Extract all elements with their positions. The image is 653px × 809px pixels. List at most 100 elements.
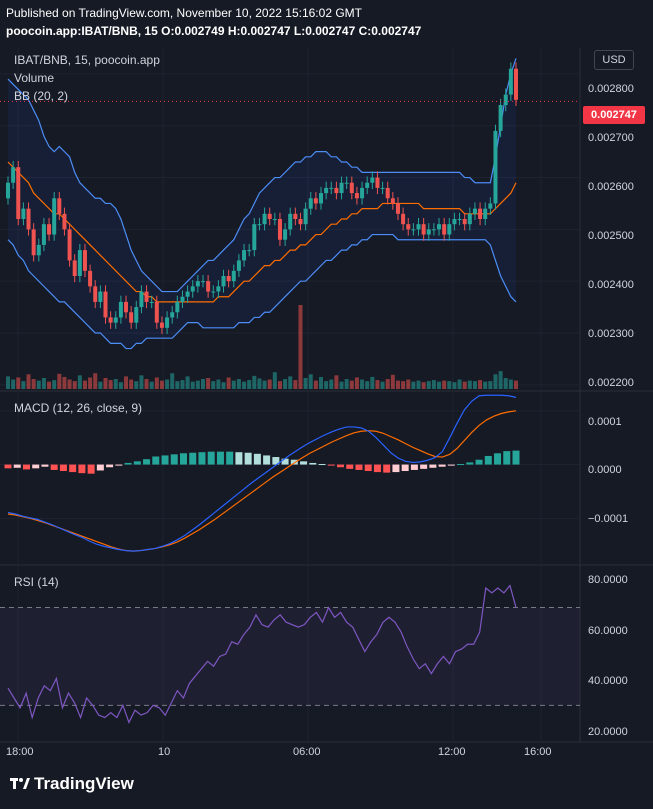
macd-histogram-bar <box>494 453 502 465</box>
rsi-legend[interactable]: RSI (14) <box>14 575 59 589</box>
candle-body <box>139 291 144 308</box>
candle-body <box>82 250 87 271</box>
macd-histogram-bar <box>355 464 363 470</box>
volume-bar <box>488 381 493 389</box>
candle-body <box>390 198 395 204</box>
macd-pane <box>0 392 580 564</box>
candle-body <box>447 224 452 235</box>
volume-bar <box>47 381 52 389</box>
candle-body <box>277 219 282 240</box>
candle-body <box>313 198 318 204</box>
price-tick-label: 0.002400 <box>588 279 634 291</box>
macd-histogram-bar <box>281 458 289 465</box>
candle-body <box>11 167 16 183</box>
volume-bar <box>395 380 400 389</box>
volume-bar <box>257 378 262 389</box>
macd-histogram-bar <box>161 455 169 465</box>
candle-body <box>190 286 195 292</box>
candle-body <box>129 312 134 323</box>
volume-bar <box>288 376 293 389</box>
macd-histogram-bar <box>179 453 187 465</box>
volume-bar <box>159 380 164 389</box>
macd-line <box>7 394 517 552</box>
candle-body <box>375 177 380 188</box>
macd-histogram-bar <box>263 455 271 465</box>
candle-body <box>365 182 370 188</box>
candle-body <box>508 68 513 95</box>
macd-histogram-bar <box>484 455 492 465</box>
macd-histogram-bar <box>420 464 428 469</box>
volume-bar <box>108 380 113 389</box>
macd-histogram-bar <box>410 464 418 470</box>
candle-body <box>462 219 467 225</box>
price-tick-label: 0.002600 <box>588 181 634 193</box>
volume-bar <box>298 305 303 389</box>
candle-body <box>472 208 477 214</box>
bb-legend[interactable]: BB (20, 2) <box>14 89 69 103</box>
candle-body <box>242 250 247 261</box>
candle-body <box>329 187 334 189</box>
volume-bar <box>98 381 103 389</box>
macd-histogram-bar <box>475 459 483 465</box>
volume-bar <box>170 373 175 389</box>
candle-body <box>503 94 508 105</box>
macd-legend[interactable]: MACD (12, 26, close, 9) <box>14 401 143 415</box>
macd-histogram-bar <box>198 452 206 465</box>
currency-button[interactable]: USD <box>594 50 634 70</box>
volume-bar <box>144 379 149 389</box>
volume-bar <box>221 382 226 389</box>
volume-bar <box>82 380 87 389</box>
volume-bar <box>165 379 170 389</box>
volume-bar <box>247 380 252 389</box>
candle-body <box>262 213 267 225</box>
time-tick-label: 18:00 <box>6 746 34 758</box>
candle-body <box>380 187 385 189</box>
macd-histogram-bar <box>466 462 474 465</box>
volume-bar <box>508 379 513 389</box>
candle-body <box>124 301 129 313</box>
volume-bar <box>319 376 324 389</box>
volume-bar <box>324 381 329 389</box>
macd-histogram-bar <box>438 464 446 467</box>
volume-bar <box>390 374 395 389</box>
macd-histogram-bar <box>346 464 354 469</box>
brand-name: TradingView <box>34 774 134 793</box>
volume-bar <box>88 377 93 389</box>
candle-body <box>252 224 257 251</box>
candle-body <box>175 301 180 313</box>
chart-title-legend[interactable]: IBAT/BNB, 15, poocoin.app <box>14 53 160 67</box>
candle-body <box>488 203 493 209</box>
volume-bar <box>41 377 46 389</box>
candle-body <box>134 307 139 323</box>
candle-body <box>154 301 159 323</box>
volume-bar <box>93 373 98 389</box>
volume-bar <box>385 379 390 389</box>
volume-bar <box>370 376 375 389</box>
macd-histogram-bar <box>189 452 197 465</box>
volume-bar <box>457 379 462 389</box>
candle-body <box>303 208 308 225</box>
macd-histogram-bar <box>32 464 40 469</box>
candle-body <box>272 219 277 220</box>
time-tick-label: 10 <box>158 746 171 758</box>
macd-histogram-bar <box>41 464 49 467</box>
volume-bar <box>283 379 288 389</box>
volume-bar <box>426 381 431 389</box>
candle-body <box>36 244 41 256</box>
candle-body <box>452 219 457 225</box>
macd-histogram-bar <box>170 454 178 465</box>
volume-bar <box>349 380 354 389</box>
volume-legend[interactable]: Volume <box>14 71 55 85</box>
macd-histogram-bar <box>152 456 160 465</box>
volume-bar <box>175 381 180 389</box>
volume-bar <box>339 381 344 389</box>
volume-bar <box>483 381 488 389</box>
volume-bar <box>134 381 139 389</box>
volume-bar <box>72 381 77 389</box>
volume-bar <box>493 374 498 389</box>
tradingview-brand[interactable]: TradingView <box>10 774 134 794</box>
price-tick-label: 0.002500 <box>588 230 634 242</box>
candle-body <box>349 182 354 194</box>
